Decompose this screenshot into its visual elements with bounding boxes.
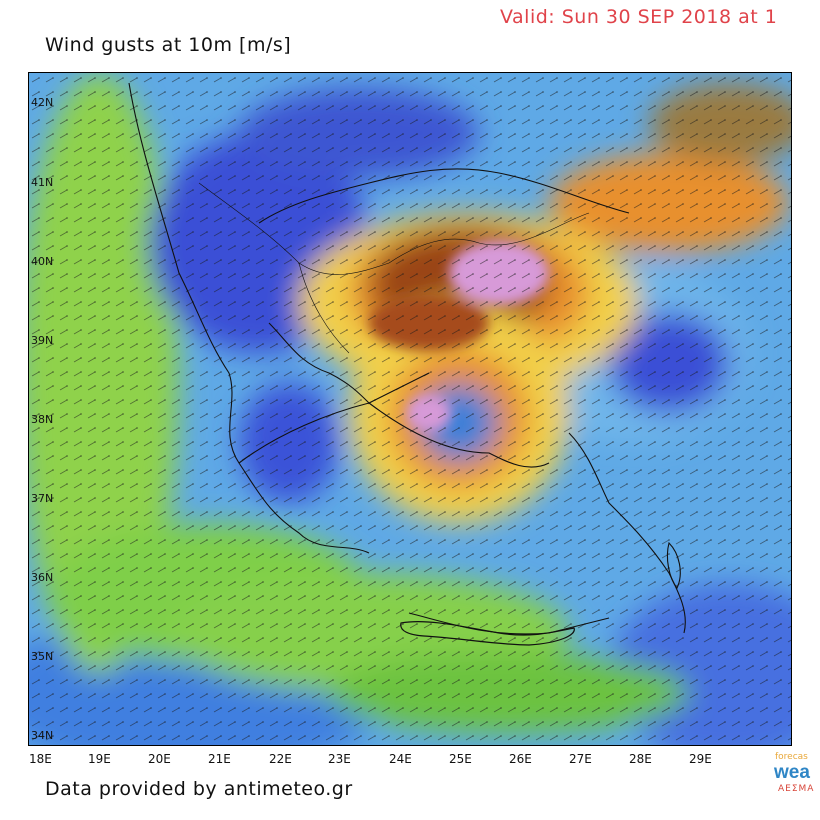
- brand-line-1: forecas: [775, 752, 808, 762]
- lon-label-23e: 23E: [328, 752, 351, 766]
- lat-label-34n: 34N: [31, 729, 53, 742]
- lon-label-21e: 21E: [208, 752, 231, 766]
- map-title: Wind gusts at 10m [m/s]: [45, 34, 292, 56]
- lat-axis: 42N 41N 40N 39N 38N 37N 36N 35N 34N: [31, 96, 53, 742]
- lon-label-28e: 28E: [629, 752, 652, 766]
- lat-label-41n: 41N: [31, 176, 53, 189]
- lon-label-27e: 27E: [569, 752, 592, 766]
- lon-label-26e: 26E: [509, 752, 532, 766]
- lat-label-39n: 39N: [31, 334, 53, 347]
- lat-label-38n: 38N: [31, 413, 53, 426]
- brand-line-2: wea: [774, 762, 810, 783]
- lat-label-36n: 36N: [31, 571, 53, 584]
- lon-label-18e: 18E: [29, 752, 52, 766]
- lon-label-22e: 22E: [269, 752, 292, 766]
- data-credit: Data provided by antimeteo.gr: [45, 778, 353, 800]
- brand-line-3: ΑΕΣΜΑ: [778, 784, 815, 794]
- lat-label-37n: 37N: [31, 492, 53, 505]
- lon-label-29e: 29E: [689, 752, 712, 766]
- lat-label-42n: 42N: [31, 96, 53, 109]
- crete-outline: [400, 621, 575, 646]
- brand-logo: forecas wea ΑΕΣΜΑ: [772, 752, 820, 802]
- map-canvas: 42N 41N 40N 39N 38N 37N 36N 35N 34N: [29, 73, 791, 745]
- lat-label-40n: 40N: [31, 255, 53, 268]
- lon-label-20e: 20E: [148, 752, 171, 766]
- lon-label-25e: 25E: [449, 752, 472, 766]
- lon-label-19e: 19E: [88, 752, 111, 766]
- borders: [198, 182, 590, 354]
- valid-time: Valid: Sun 30 SEP 2018 at 1: [500, 6, 778, 28]
- lon-axis: 18E 19E 20E 21E 22E 23E 24E 25E 26E 27E …: [28, 752, 790, 768]
- lon-label-24e: 24E: [389, 752, 412, 766]
- wind-gust-map: 42N 41N 40N 39N 38N 37N 36N 35N 34N: [28, 72, 792, 746]
- rhodes-outline: [666, 541, 681, 590]
- wind-vectors: [29, 73, 791, 745]
- lat-label-35n: 35N: [31, 650, 53, 663]
- coastlines: [128, 82, 686, 635]
